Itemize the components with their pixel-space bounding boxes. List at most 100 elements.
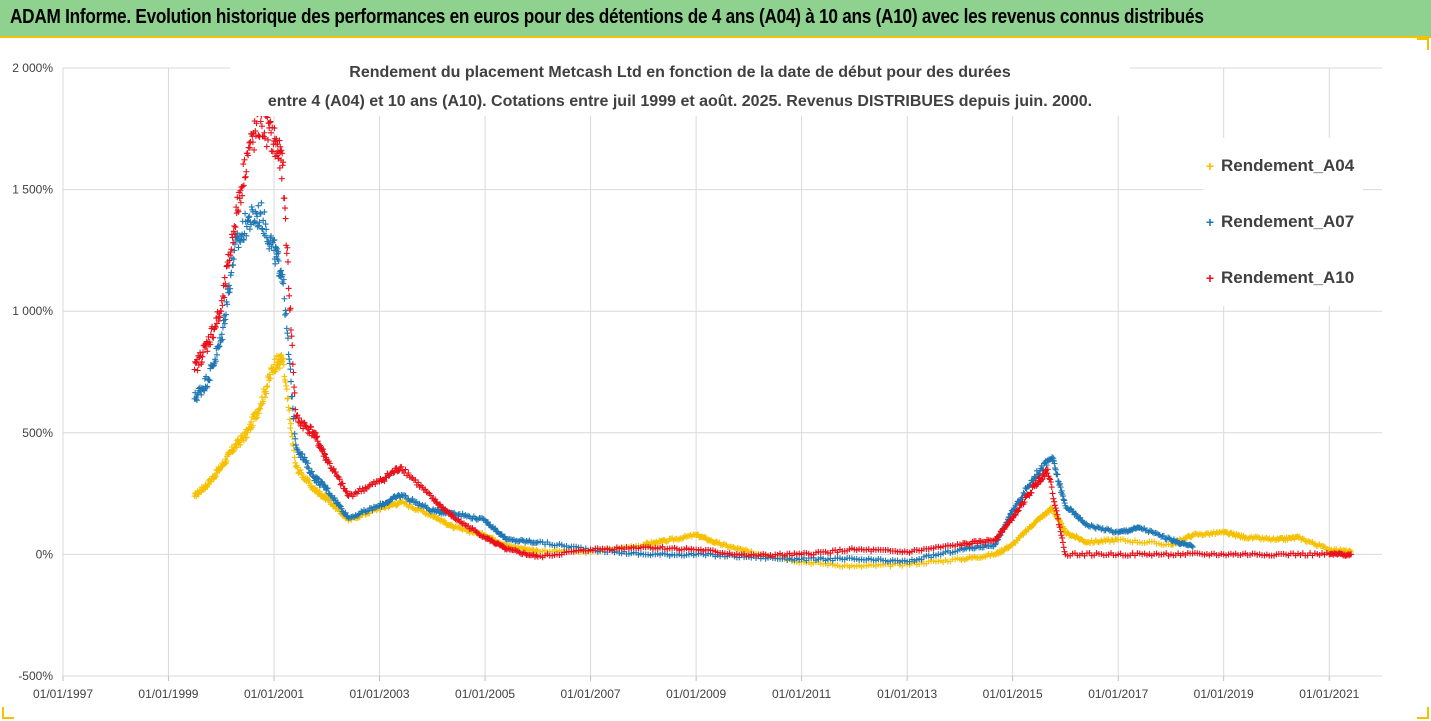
data-point xyxy=(266,371,273,378)
data-point xyxy=(233,204,240,211)
data-point xyxy=(230,448,237,455)
data-point xyxy=(343,488,350,495)
data-point xyxy=(509,537,516,544)
data-point xyxy=(415,479,422,486)
data-point xyxy=(287,425,294,432)
data-point xyxy=(304,474,311,481)
data-point xyxy=(201,387,208,394)
data-point xyxy=(391,469,398,476)
data-point xyxy=(227,272,234,279)
data-point xyxy=(246,213,253,220)
chart-title: Rendement du placement Metcash Ltd en fo… xyxy=(349,64,1011,81)
data-point xyxy=(280,280,287,287)
data-point xyxy=(683,533,690,540)
data-point xyxy=(352,489,359,496)
data-point xyxy=(1094,523,1101,530)
data-point xyxy=(1064,529,1071,536)
data-point xyxy=(287,366,294,373)
data-point xyxy=(227,249,234,256)
data-point xyxy=(1016,504,1023,511)
data-point xyxy=(533,547,540,554)
data-point xyxy=(1067,505,1074,512)
data-point xyxy=(677,535,684,542)
data-point xyxy=(308,469,315,476)
data-point xyxy=(1014,537,1021,544)
data-point xyxy=(456,525,463,532)
data-point xyxy=(1052,505,1059,512)
data-point xyxy=(276,164,283,171)
data-point xyxy=(352,512,359,519)
x-tick-label: 01/01/2021 xyxy=(1299,687,1359,701)
data-point xyxy=(394,501,401,508)
data-point xyxy=(408,474,415,481)
data-point xyxy=(292,441,299,448)
y-tick-label: 0% xyxy=(36,547,54,561)
data-point xyxy=(282,379,289,386)
legend-label-a10: Rendement_A10 xyxy=(1221,268,1355,287)
data-point xyxy=(255,202,262,209)
corner-mark-bottom-right xyxy=(1417,707,1429,719)
data-point xyxy=(200,386,207,393)
data-point xyxy=(331,495,338,502)
data-point xyxy=(1056,524,1063,531)
data-point xyxy=(312,430,319,437)
data-point xyxy=(1055,515,1062,522)
data-point xyxy=(455,524,462,531)
data-point xyxy=(1057,528,1064,535)
data-point xyxy=(192,360,199,367)
data-point xyxy=(242,173,249,180)
data-point xyxy=(212,324,219,331)
data-point xyxy=(1010,506,1017,513)
data-point xyxy=(1305,538,1312,545)
data-point xyxy=(1061,497,1068,504)
data-point xyxy=(330,465,337,472)
data-point xyxy=(1160,532,1167,539)
data-point xyxy=(203,343,210,350)
data-point xyxy=(515,548,522,555)
legend-label-a07: Rendement_A07 xyxy=(1221,212,1355,231)
data-point xyxy=(1045,509,1052,516)
data-point xyxy=(235,208,242,215)
data-point xyxy=(246,144,253,151)
data-point xyxy=(1149,529,1156,536)
x-tick-label: 01/01/2013 xyxy=(877,687,937,701)
data-point xyxy=(198,391,205,398)
data-point xyxy=(239,183,246,190)
data-point xyxy=(240,437,247,444)
data-point xyxy=(248,418,255,425)
data-point xyxy=(385,504,392,511)
data-point xyxy=(288,420,295,427)
data-point xyxy=(1049,454,1056,461)
data-point xyxy=(262,221,269,228)
data-point xyxy=(1058,487,1065,494)
data-point xyxy=(462,522,469,529)
data-point xyxy=(215,342,222,349)
data-point xyxy=(218,337,225,344)
x-tick-label: 01/01/2005 xyxy=(455,687,515,701)
data-point xyxy=(218,308,225,315)
data-point xyxy=(255,410,262,417)
data-point xyxy=(1105,526,1112,533)
data-point xyxy=(1058,532,1065,539)
data-point xyxy=(290,369,297,376)
data-point xyxy=(452,523,459,530)
data-point xyxy=(281,205,288,212)
data-point xyxy=(257,209,264,216)
data-point xyxy=(240,161,247,168)
data-point xyxy=(219,324,226,331)
data-point xyxy=(1054,511,1061,518)
data-point xyxy=(1348,551,1355,558)
data-point xyxy=(737,545,744,552)
data-point xyxy=(427,492,434,499)
y-tick-label: 1 000% xyxy=(12,304,53,318)
data-point xyxy=(281,195,288,202)
data-point xyxy=(324,485,331,492)
data-point xyxy=(334,499,341,506)
data-point xyxy=(267,375,274,382)
data-points xyxy=(191,105,1355,571)
data-point xyxy=(255,222,262,229)
legend-item-a10: + Rendement_A10 xyxy=(1203,250,1363,306)
data-point xyxy=(1043,462,1050,469)
data-point xyxy=(1061,525,1068,532)
data-point xyxy=(300,472,307,479)
